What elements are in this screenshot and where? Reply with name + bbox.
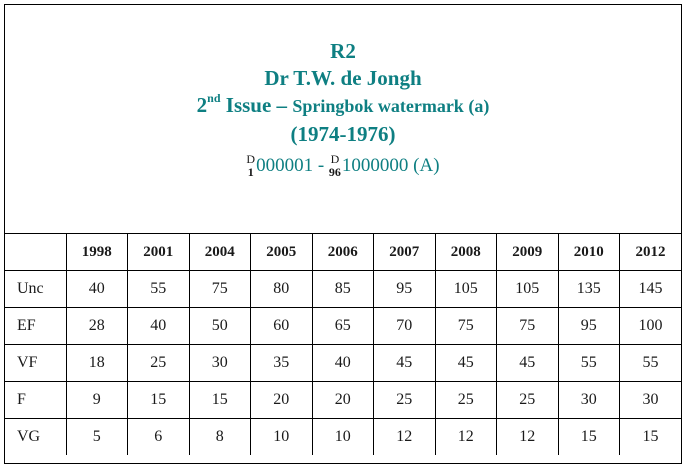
issue-ordinal-suffix: nd (207, 91, 221, 105)
year-header: 2009 (496, 234, 559, 271)
price-cell: 20 (250, 381, 313, 419)
price-cell: 50 (188, 307, 251, 345)
price-cell: 40 (311, 344, 374, 382)
table-row: VF 18 25 30 35 40 45 45 45 55 55 (5, 344, 681, 382)
catalogue-code: R2 (330, 39, 356, 63)
issue-number: 2 (196, 93, 208, 117)
year-header: 2001 (127, 234, 190, 271)
price-cell: 12 (434, 418, 497, 455)
price-cell: 30 (619, 381, 681, 419)
year-header-row: 1998 2001 2004 2005 2006 2007 2008 2009 … (5, 234, 681, 271)
signatory-name: Dr T.W. de Jongh (264, 66, 422, 90)
price-cell: 45 (496, 344, 559, 382)
year-header: 2004 (188, 234, 251, 271)
corner-cell (5, 234, 67, 271)
price-cell: 8 (188, 418, 251, 455)
price-table: 1998 2001 2004 2005 2006 2007 2008 2009 … (5, 234, 681, 455)
serial-range: D 1 000001 - D 961000000 (A) (5, 153, 681, 179)
year-header: 2007 (373, 234, 436, 271)
price-cell: 65 (311, 307, 374, 345)
end-serial-prefix: D 96 (329, 153, 341, 179)
price-cell: 60 (250, 307, 313, 345)
grade-label: VF (5, 344, 67, 382)
price-cell: 75 (496, 307, 559, 345)
price-cell: 30 (557, 381, 620, 419)
price-cell: 105 (496, 270, 559, 308)
price-cell: 105 (434, 270, 497, 308)
price-cell: 40 (65, 270, 128, 308)
price-cell: 15 (619, 418, 681, 455)
price-cell: 85 (311, 270, 374, 308)
price-cell: 135 (557, 270, 620, 308)
price-cell: 12 (496, 418, 559, 455)
price-cell: 40 (127, 307, 190, 345)
price-cell: 15 (188, 381, 251, 419)
price-cell: 18 (65, 344, 128, 382)
price-cell: 10 (250, 418, 313, 455)
price-cell: 55 (619, 344, 681, 382)
price-cell: 80 (250, 270, 313, 308)
price-cell: 25 (127, 344, 190, 382)
price-cell: 55 (127, 270, 190, 308)
year-header: 2008 (434, 234, 497, 271)
end-prefix-number: 96 (328, 165, 341, 179)
year-header: 1998 (65, 234, 128, 271)
issue-word: Issue – (220, 93, 293, 117)
price-cell: 55 (557, 344, 620, 382)
price-cell: 6 (127, 418, 190, 455)
watermark-description: Springbok watermark (a) (292, 96, 490, 116)
year-header: 2010 (557, 234, 620, 271)
end-prefix-letter: D (330, 152, 340, 166)
table-row: VG 5 6 8 10 10 12 12 12 15 15 (5, 418, 681, 455)
table-row: Unc 40 55 75 80 85 95 105 105 135 145 (5, 270, 681, 308)
issue-line: 2nd Issue – Springbok watermark (a) (5, 91, 681, 118)
price-cell: 75 (188, 270, 251, 308)
grade-label: EF (5, 307, 67, 345)
start-serial-number: 000001 - (256, 155, 329, 176)
price-cell: 35 (250, 344, 313, 382)
price-cell: 145 (619, 270, 681, 308)
price-cell: 9 (65, 381, 128, 419)
start-prefix-letter: D (246, 152, 256, 166)
price-cell: 95 (557, 307, 620, 345)
year-header: 2005 (250, 234, 313, 271)
start-prefix-number: 1 (247, 165, 254, 179)
price-cell: 15 (557, 418, 620, 455)
year-header: 2006 (311, 234, 374, 271)
price-cell: 70 (373, 307, 436, 345)
end-serial-number: 1000000 (A) (341, 155, 440, 176)
price-cell: 75 (434, 307, 497, 345)
year-header: 2012 (619, 234, 681, 271)
price-cell: 28 (65, 307, 128, 345)
note-header: R2 Dr T.W. de Jongh 2nd Issue – Springbo… (5, 5, 681, 234)
price-cell: 45 (434, 344, 497, 382)
price-cell: 20 (311, 381, 374, 419)
price-cell: 25 (496, 381, 559, 419)
price-cell: 25 (373, 381, 436, 419)
price-cell: 30 (188, 344, 251, 382)
table-row: EF 28 40 50 60 65 70 75 75 95 100 (5, 307, 681, 345)
price-cell: 5 (65, 418, 128, 455)
grade-label: Unc (5, 270, 67, 308)
price-catalogue-frame: R2 Dr T.W. de Jongh 2nd Issue – Springbo… (4, 4, 682, 464)
price-cell: 15 (127, 381, 190, 419)
price-cell: 95 (373, 270, 436, 308)
price-cell: 100 (619, 307, 681, 345)
grade-label: F (5, 381, 67, 419)
price-cell: 10 (311, 418, 374, 455)
grade-label: VG (5, 418, 67, 455)
price-cell: 12 (373, 418, 436, 455)
price-cell: 45 (373, 344, 436, 382)
issue-years: (1974-1976) (290, 122, 396, 146)
table-row: F 9 15 15 20 20 25 25 25 30 30 (5, 381, 681, 419)
price-cell: 25 (434, 381, 497, 419)
